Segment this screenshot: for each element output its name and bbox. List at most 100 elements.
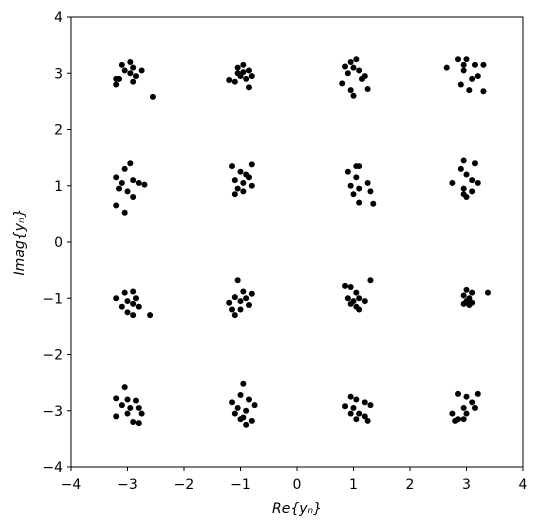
point — [353, 289, 360, 296]
point — [342, 403, 349, 410]
y-tick-label: 3 — [54, 66, 63, 82]
plot-frame — [70, 16, 524, 468]
point — [356, 295, 363, 302]
point — [243, 421, 250, 428]
point — [361, 298, 368, 305]
point — [127, 70, 134, 77]
point — [347, 59, 354, 65]
point — [245, 67, 252, 74]
point — [474, 390, 481, 397]
point — [240, 288, 247, 295]
point — [132, 397, 139, 404]
point — [350, 64, 357, 71]
point — [460, 61, 467, 68]
point — [463, 393, 470, 400]
y-tick-label: −1 — [42, 291, 63, 307]
point — [121, 67, 128, 74]
point — [350, 92, 357, 99]
point — [240, 188, 247, 195]
point — [356, 185, 363, 192]
point — [118, 402, 125, 409]
point — [347, 182, 354, 189]
point — [463, 286, 470, 293]
point — [118, 179, 125, 186]
point — [116, 75, 123, 82]
point — [121, 289, 128, 296]
x-tick-label: −2 — [174, 477, 195, 493]
point — [344, 168, 351, 175]
point — [124, 410, 131, 417]
point — [234, 70, 241, 77]
point — [243, 75, 250, 82]
point — [449, 179, 456, 186]
point — [135, 303, 142, 310]
point — [460, 416, 467, 423]
point — [124, 188, 131, 195]
point — [471, 61, 478, 68]
point — [469, 399, 476, 406]
point — [248, 417, 255, 424]
x-tick-label: 0 — [293, 477, 302, 493]
point — [231, 294, 238, 301]
point — [130, 78, 137, 85]
x-tick-label: 4 — [519, 477, 528, 493]
point — [243, 295, 250, 302]
point — [113, 295, 120, 302]
point — [121, 384, 128, 391]
point — [135, 179, 142, 186]
point — [361, 413, 368, 420]
point — [460, 157, 467, 164]
point — [457, 81, 464, 88]
point — [469, 289, 476, 296]
point — [121, 209, 128, 216]
point — [347, 393, 354, 400]
point — [361, 399, 368, 406]
x-tick-label: −1 — [230, 477, 251, 493]
point — [370, 200, 377, 207]
point — [138, 410, 145, 417]
point — [127, 59, 134, 65]
point — [127, 160, 134, 167]
point — [245, 302, 252, 308]
point — [350, 404, 357, 411]
point — [364, 86, 371, 92]
point — [367, 402, 374, 409]
y-tick-label: 1 — [54, 179, 63, 195]
point — [237, 306, 244, 313]
x-tick-label: 1 — [349, 477, 358, 493]
point — [130, 288, 137, 295]
point — [344, 295, 351, 302]
point — [118, 61, 125, 68]
point — [353, 416, 360, 423]
point — [469, 188, 476, 195]
point — [226, 299, 233, 306]
point — [113, 202, 120, 209]
point — [443, 64, 450, 71]
point — [471, 404, 478, 411]
point — [353, 396, 360, 403]
point — [234, 277, 241, 284]
point — [124, 309, 131, 316]
point — [469, 177, 476, 184]
point — [135, 420, 142, 427]
point — [226, 77, 233, 83]
y-tick-label: −2 — [42, 348, 63, 364]
point — [130, 177, 137, 184]
point — [243, 407, 250, 414]
point — [460, 404, 467, 411]
point — [231, 191, 238, 198]
point — [469, 75, 476, 82]
point — [234, 185, 241, 192]
y-tick-label: 2 — [54, 123, 63, 139]
point — [127, 404, 134, 411]
point — [113, 413, 120, 420]
point — [113, 81, 120, 88]
point — [347, 87, 354, 94]
point — [356, 306, 363, 313]
point — [245, 174, 252, 181]
point — [130, 419, 137, 425]
point — [457, 165, 464, 172]
point — [342, 282, 349, 289]
point — [116, 185, 123, 192]
point — [132, 73, 139, 80]
